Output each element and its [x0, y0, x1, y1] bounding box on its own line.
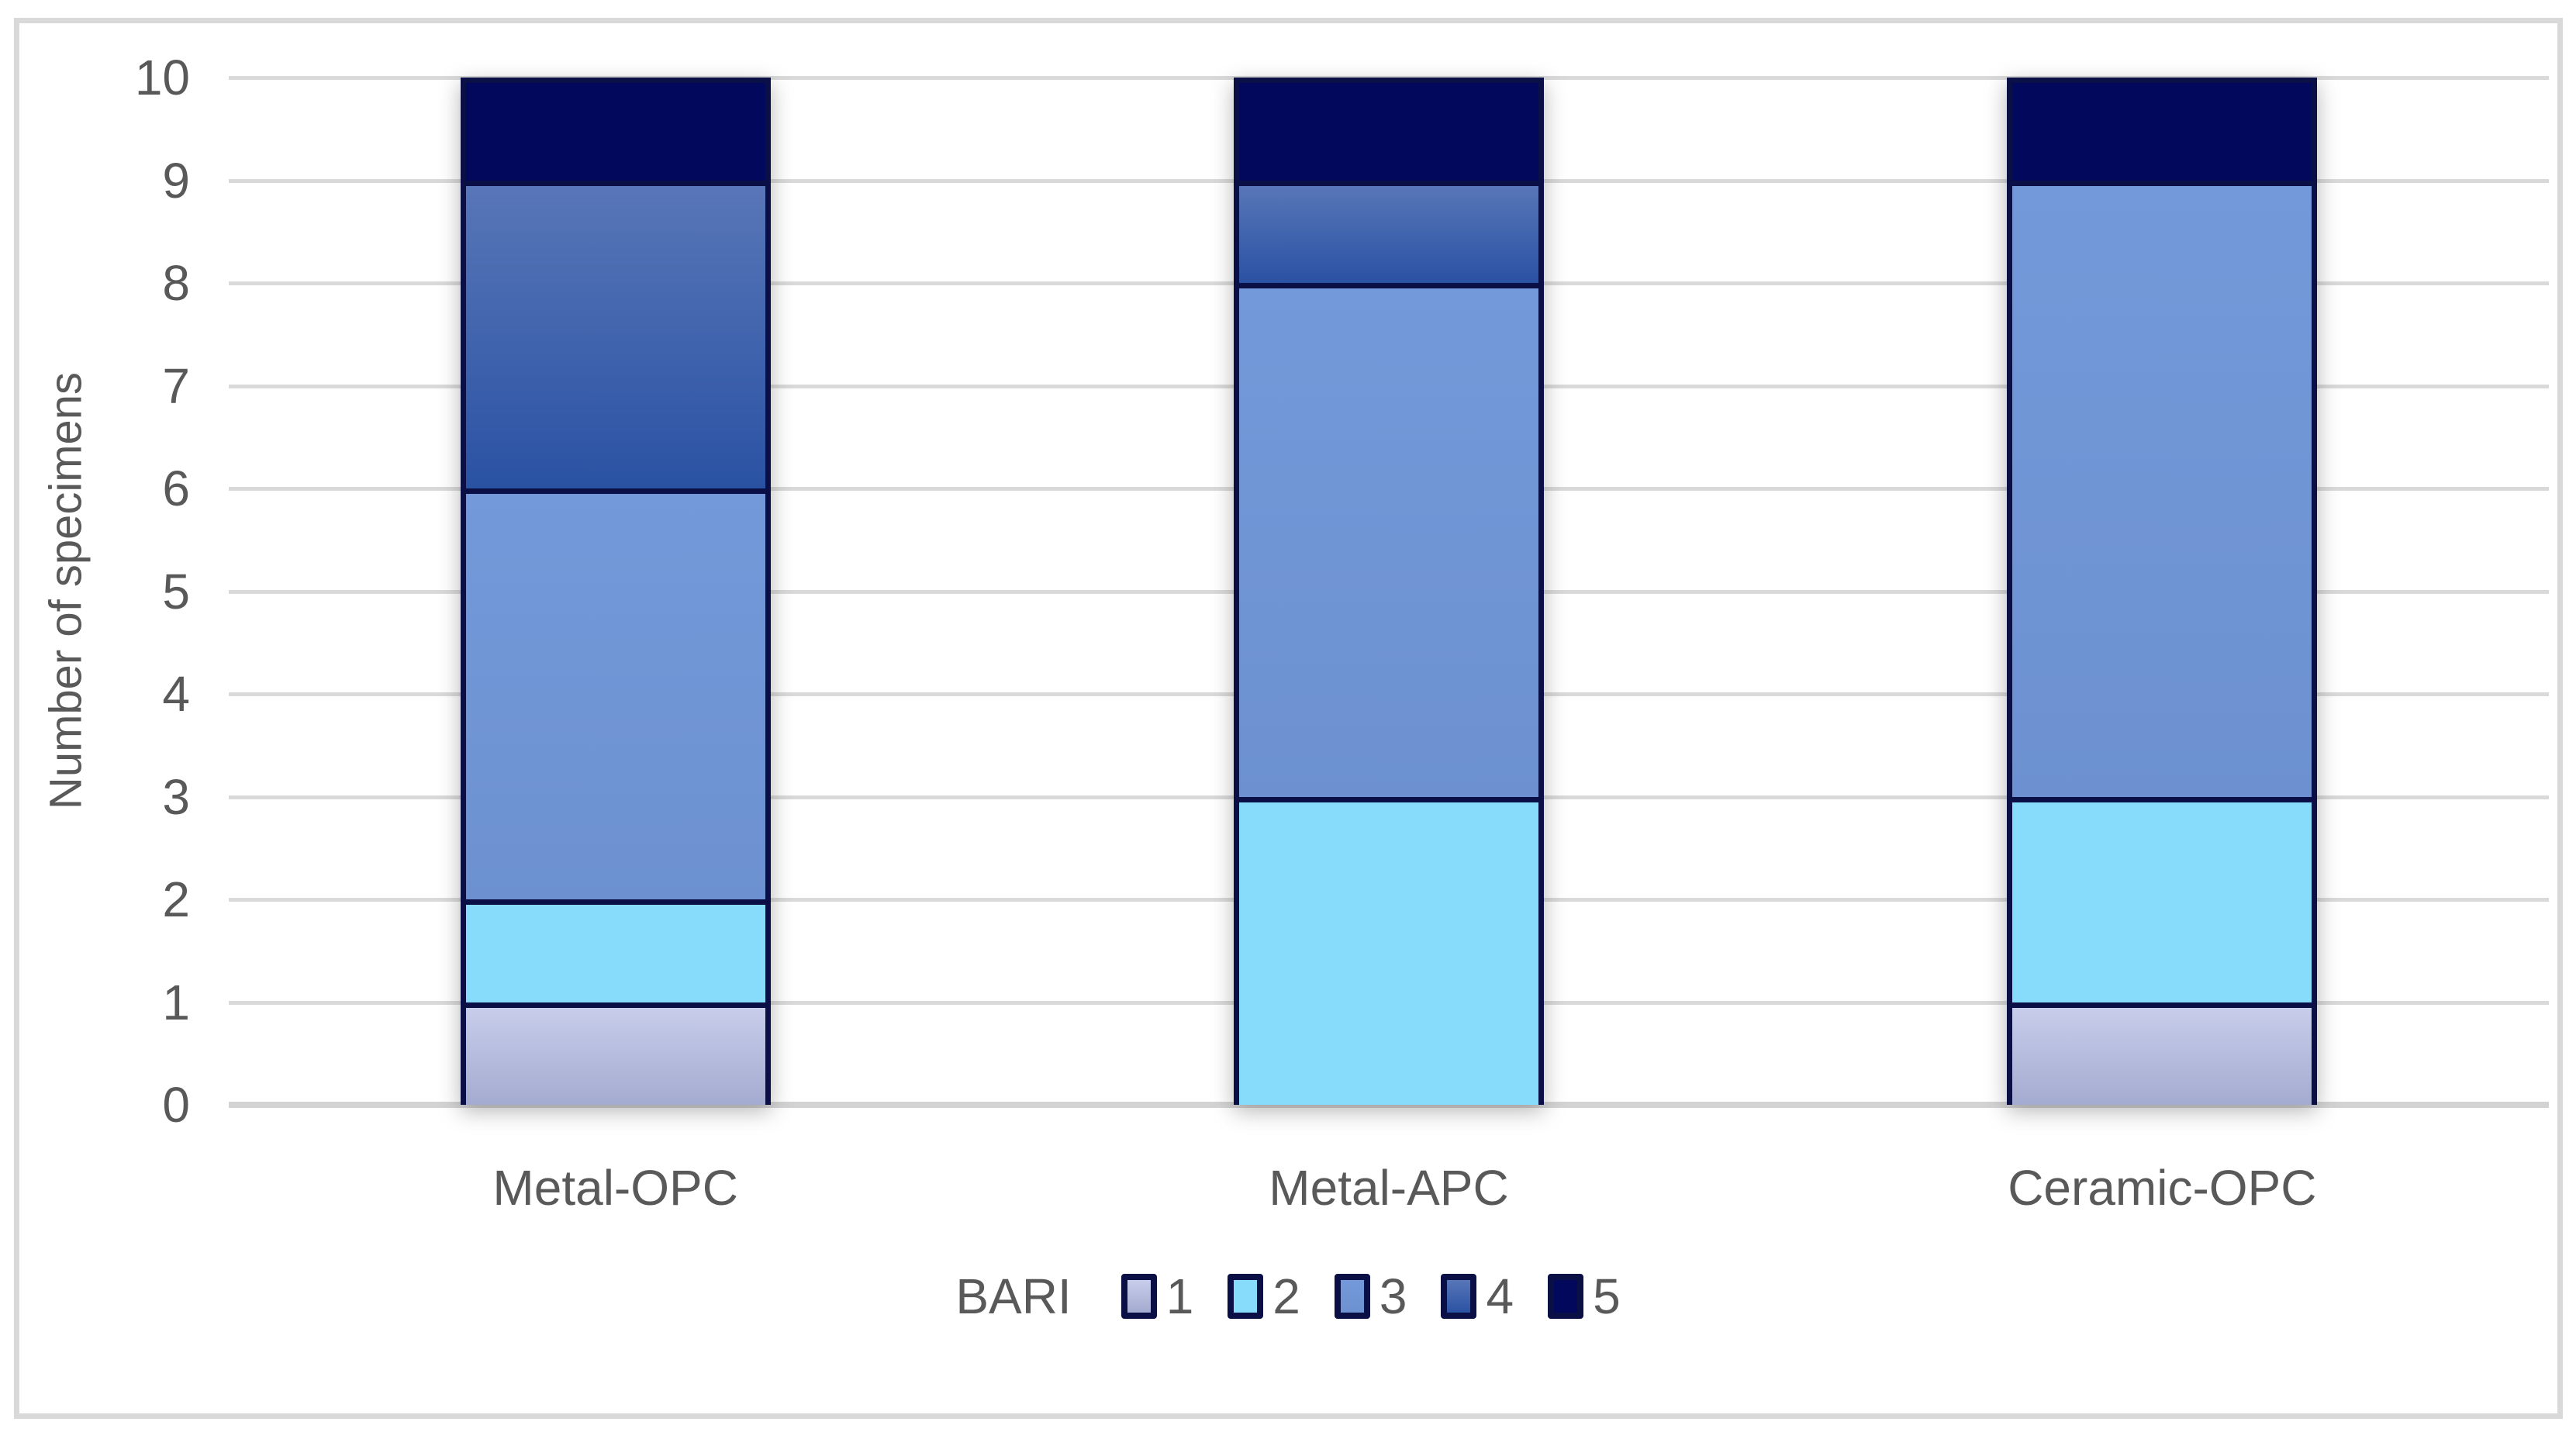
legend-label: 2 — [1272, 1268, 1300, 1324]
bar-segment-bari-3 — [2007, 180, 2318, 797]
bar-segment-bari-2 — [2007, 796, 2318, 1002]
bar-segment-bari-2 — [460, 899, 771, 1002]
legend-swatch-bari-3 — [1334, 1274, 1370, 1319]
bar-metal-apc — [1234, 78, 1544, 1105]
x-category-label: Metal-OPC — [492, 1160, 738, 1216]
legend-item-bari-1: 1 — [1121, 1268, 1194, 1325]
legend-label: 4 — [1486, 1268, 1514, 1324]
legend-label: 1 — [1165, 1268, 1194, 1324]
y-tick-label: 10 — [134, 50, 190, 105]
y-tick-label: 0 — [162, 1077, 190, 1133]
legend-item-bari-3: 3 — [1334, 1268, 1407, 1325]
bar-metal-opc — [460, 78, 771, 1105]
legend: BARI 1 2 3 4 5 — [0, 1258, 2576, 1335]
bar-segment-bari-5 — [1234, 78, 1544, 181]
legend-swatch-bari-4 — [1441, 1274, 1477, 1319]
bar-segment-bari-1 — [460, 1002, 771, 1105]
y-tick-label: 4 — [162, 666, 190, 722]
y-tick-label: 2 — [162, 871, 190, 927]
y-tick-label: 6 — [162, 461, 190, 516]
bar-segment-bari-5 — [2007, 78, 2318, 181]
bar-segment-bari-4 — [1234, 180, 1544, 283]
y-axis-title: Number of specimens — [40, 371, 92, 810]
legend-item-bari-4: 4 — [1441, 1268, 1514, 1325]
y-tick-label: 1 — [162, 974, 190, 1030]
legend-title: BARI — [955, 1268, 1072, 1324]
legend-swatch-bari-1 — [1121, 1274, 1157, 1319]
y-tick-label: 8 — [162, 255, 190, 311]
x-category-label: Metal-APC — [1269, 1160, 1509, 1216]
x-axis-line — [229, 1102, 2549, 1108]
bar-segment-bari-3 — [1234, 283, 1544, 797]
x-category-label: Ceramic-OPC — [2008, 1160, 2317, 1216]
bar-ceramic-opc — [2007, 78, 2318, 1105]
y-tick-label: 9 — [162, 152, 190, 209]
legend-swatch-bari-2 — [1228, 1274, 1264, 1319]
y-tick-label: 5 — [162, 563, 190, 619]
y-tick-label: 3 — [162, 768, 190, 825]
bar-segment-bari-2 — [1234, 796, 1544, 1105]
y-tick-label: 7 — [162, 357, 190, 414]
legend-label: 5 — [1593, 1268, 1621, 1324]
legend-item-bari-2: 2 — [1228, 1268, 1300, 1325]
bar-segment-bari-3 — [460, 488, 771, 899]
bar-segment-bari-5 — [460, 78, 771, 181]
legend-item-bari-5: 5 — [1548, 1268, 1621, 1325]
legend-label: 3 — [1379, 1268, 1407, 1324]
bar-segment-bari-4 — [460, 180, 771, 488]
bar-segment-bari-1 — [2007, 1002, 2318, 1105]
legend-swatch-bari-5 — [1548, 1274, 1584, 1319]
